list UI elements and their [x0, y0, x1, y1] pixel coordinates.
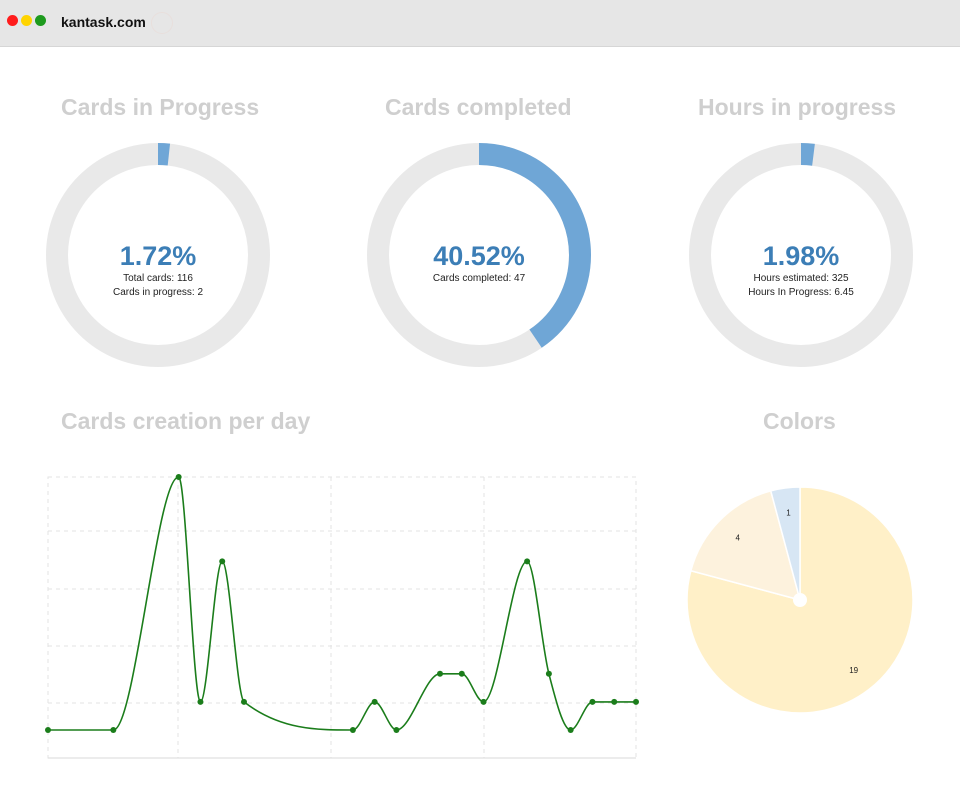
cards-in-progress-percent: 1.72%: [119, 241, 197, 271]
donut-progress-arc: [689, 143, 913, 367]
cards-in-progress-count-text: Cards in progress: 2: [112, 287, 204, 298]
hours-in-progress-summary: 1.98% Hours estimated: 325 Hours In Prog…: [726, 240, 876, 300]
data-point: [371, 698, 378, 705]
pie-slice: [689, 489, 802, 602]
data-point: [110, 727, 117, 733]
donut-progress-arc: [367, 143, 591, 367]
pie-slice-label: 1: [786, 509, 791, 518]
data-point: [611, 698, 618, 705]
data-point: [219, 558, 226, 565]
hours-estimated-text: Hours estimated: 325: [753, 273, 849, 284]
cards-in-progress-title: Cards in Progress: [61, 94, 260, 120]
colors-title: Colors: [763, 408, 836, 434]
data-point: [45, 727, 51, 733]
data-point: [480, 698, 487, 705]
data-point: [633, 698, 639, 705]
hours-in-progress-title: Hours in progress: [698, 94, 897, 120]
donut-progress-arc: [46, 143, 270, 367]
hours-in-progress-percent: 1.98%: [762, 241, 840, 271]
minimize-window-button[interactable]: [21, 15, 32, 26]
data-point: [437, 670, 443, 677]
pie-slice: [769, 486, 801, 601]
data-point: [241, 698, 247, 705]
cards-in-progress-summary: 1.72% Total cards: 116 Cards in progress…: [88, 240, 228, 300]
data-point: [545, 670, 552, 677]
pie-slice-label: 19: [849, 666, 858, 675]
pie-slice-label: 4: [735, 534, 740, 543]
total-cards-text: Total cards: 116: [123, 273, 193, 284]
hours-in-progress-donut: [689, 143, 913, 367]
cards-creation-title: Cards creation per day: [61, 408, 311, 434]
cards-completed-count-text: Cards completed: 47: [432, 273, 526, 284]
data-point: [524, 558, 531, 565]
cards-creation-line-chart: [45, 474, 639, 759]
browser-titlebar: kantask.com: [0, 0, 960, 47]
data-point: [197, 698, 204, 705]
site-address[interactable]: kantask.com: [61, 14, 146, 30]
pie-center-hole: [793, 593, 807, 607]
data-point: [393, 727, 400, 733]
chart-frame: [47, 476, 637, 759]
cards-completed-percent: 40.52%: [433, 241, 525, 271]
data-point: [589, 698, 596, 705]
data-point: [175, 474, 182, 480]
maximize-window-button[interactable]: [35, 15, 46, 26]
close-window-button[interactable]: [7, 15, 18, 26]
hours-in-progress-value-text: Hours In Progress: 6.45: [748, 287, 854, 298]
cards-completed-summary: 40.52% Cards completed: 47: [409, 240, 549, 286]
data-point: [349, 727, 356, 733]
faded-icon: [151, 12, 173, 34]
series-line: [48, 476, 636, 731]
data-point: [458, 670, 465, 677]
cards-in-progress-donut: [46, 143, 270, 367]
cards-completed-donut: [367, 143, 591, 367]
data-point: [567, 727, 574, 733]
cards-completed-title: Cards completed: [385, 94, 572, 120]
